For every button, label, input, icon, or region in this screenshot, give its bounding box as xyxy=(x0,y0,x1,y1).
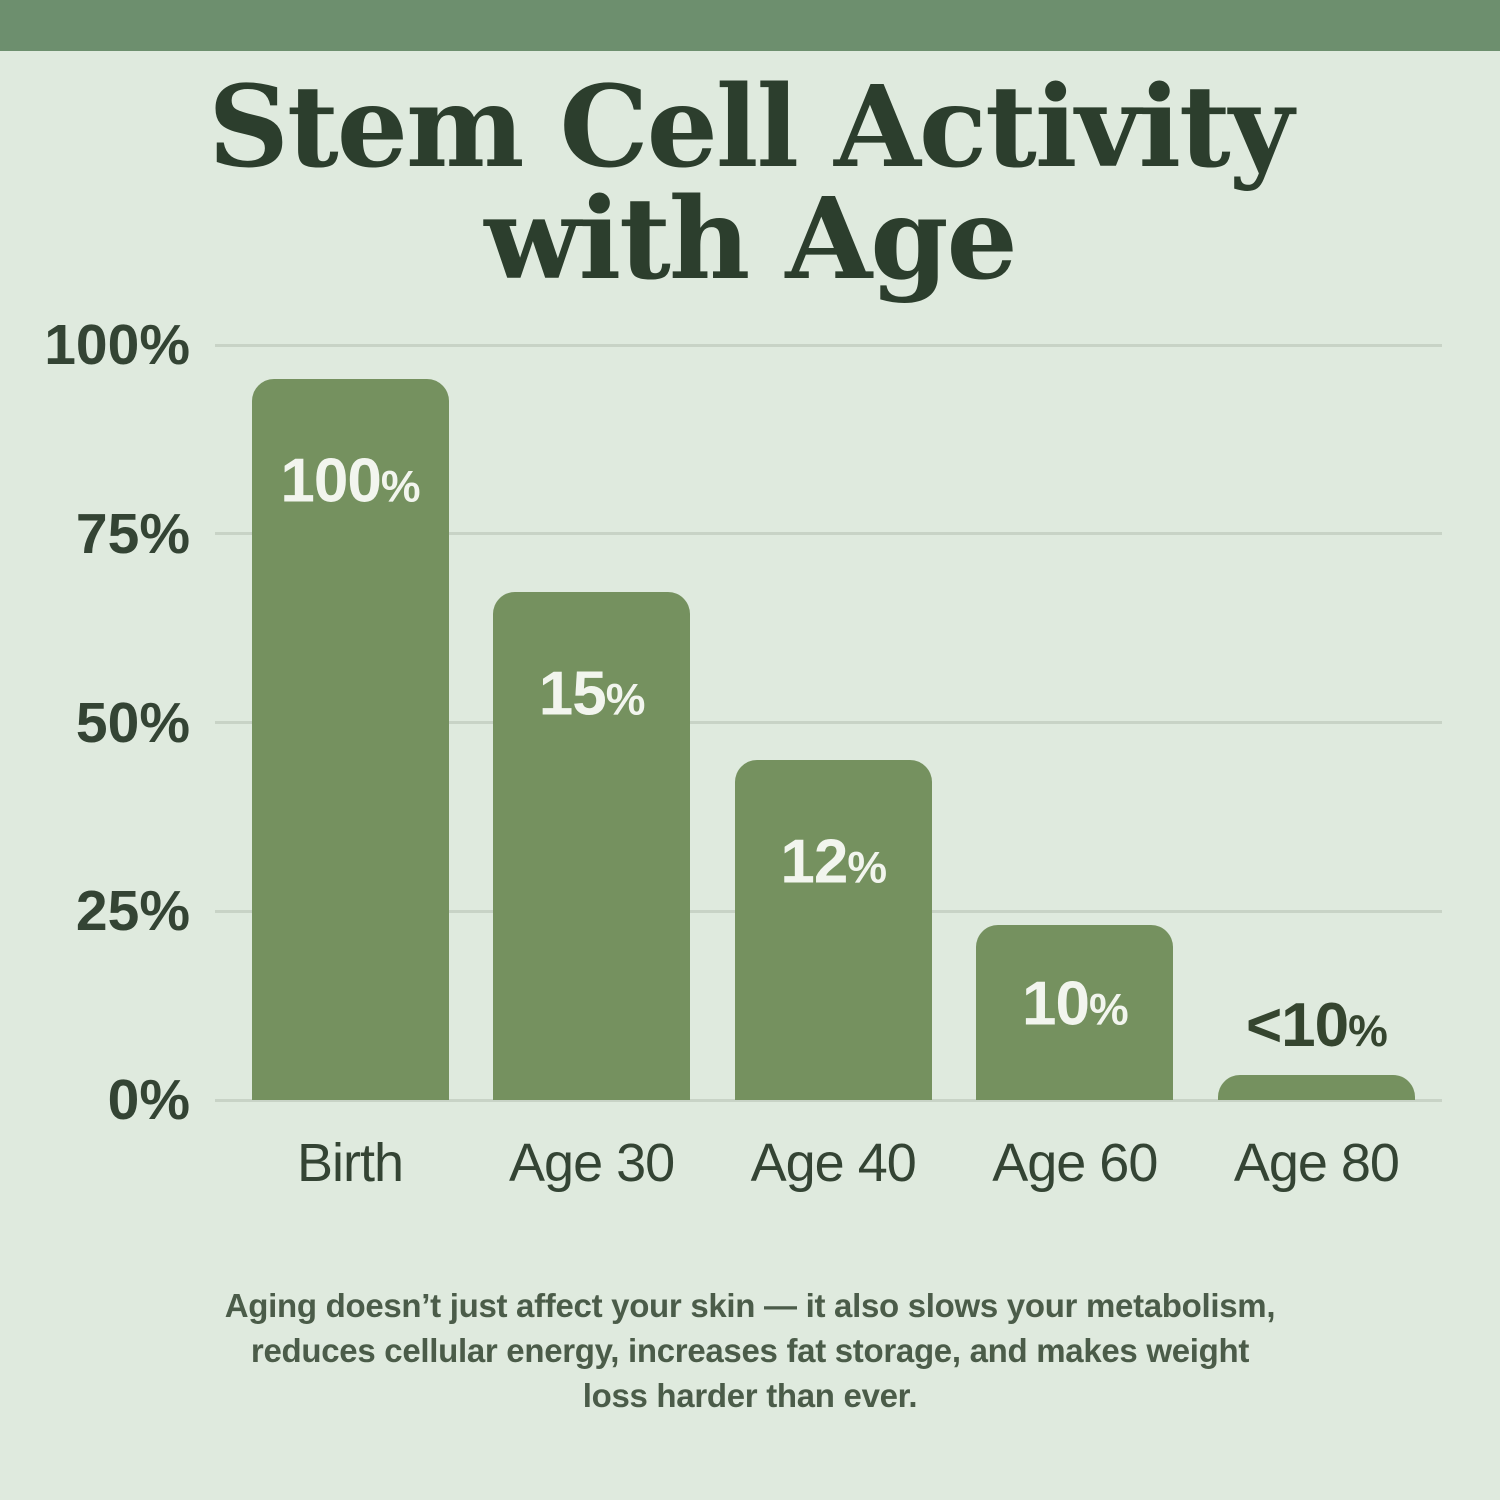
chart-title-line2: with Age xyxy=(484,174,1018,305)
bar-age-80 xyxy=(1217,1075,1415,1100)
gridline xyxy=(215,1098,1442,1102)
x-axis-label: Birth xyxy=(296,1133,404,1193)
x-axis-label: Age 30 xyxy=(509,1133,675,1193)
gridline xyxy=(215,721,1442,724)
x-axis-label: Age 40 xyxy=(750,1133,917,1193)
y-axis-tick-label: 100% xyxy=(44,313,190,377)
top-accent-bar xyxy=(0,0,1500,51)
x-axis-label: Age 60 xyxy=(992,1133,1158,1193)
x-axis-label: Age 80 xyxy=(1233,1133,1400,1193)
bar-age-60: 10% xyxy=(976,924,1174,1100)
bar-value-label-above: <10% xyxy=(1245,991,1388,1061)
caption-line1: Aging doesn’t just affect your skin — it… xyxy=(224,1287,1276,1324)
bar-value-label: 15% xyxy=(538,659,646,729)
y-axis-tick-label: 0% xyxy=(107,1068,190,1132)
bar-value-label: 12% xyxy=(780,827,887,897)
caption-line2: reduces cellular energy, increases fat s… xyxy=(250,1332,1250,1369)
chart-title: Stem Cell Activity with Age xyxy=(0,72,1500,296)
y-axis-tick-label: 25% xyxy=(75,879,190,944)
y-axis-tick-label: 75% xyxy=(75,501,190,566)
bar-age-40: 12% xyxy=(734,760,932,1100)
caption: Aging doesn’t just affect your skin — it… xyxy=(0,1283,1500,1418)
gridline xyxy=(215,532,1442,536)
caption-line3: loss harder than ever. xyxy=(582,1377,918,1414)
bar-value-label: 100% xyxy=(280,446,420,516)
chart-title-line1: Stem Cell Activity xyxy=(208,62,1294,193)
y-axis-tick-label: 50% xyxy=(75,690,190,755)
bar-value-label: 10% xyxy=(1021,969,1129,1039)
bar-age-30: 15% xyxy=(493,591,691,1100)
gridline xyxy=(215,343,1442,347)
bar-birth: 100% xyxy=(251,378,449,1100)
